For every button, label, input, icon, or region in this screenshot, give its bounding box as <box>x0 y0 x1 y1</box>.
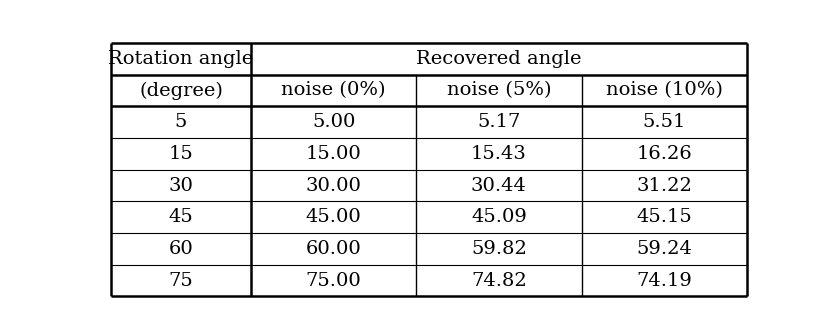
Text: 60.00: 60.00 <box>305 240 361 258</box>
Text: 45: 45 <box>169 208 193 226</box>
Text: 74.82: 74.82 <box>471 271 526 290</box>
Text: noise (0%): noise (0%) <box>281 81 385 99</box>
Text: 45.09: 45.09 <box>471 208 526 226</box>
Text: 15: 15 <box>169 145 193 163</box>
Text: Recovered angle: Recovered angle <box>415 50 581 68</box>
Text: 16.26: 16.26 <box>635 145 691 163</box>
Text: 59.24: 59.24 <box>635 240 691 258</box>
Text: noise (10%): noise (10%) <box>605 81 721 99</box>
Text: 31.22: 31.22 <box>635 176 691 195</box>
Text: 75: 75 <box>169 271 193 290</box>
Text: 75.00: 75.00 <box>305 271 361 290</box>
Text: 5: 5 <box>175 113 187 131</box>
Text: noise (5%): noise (5%) <box>446 81 550 99</box>
Text: 45.00: 45.00 <box>305 208 361 226</box>
Text: 5.17: 5.17 <box>477 113 520 131</box>
Text: 30.44: 30.44 <box>471 176 526 195</box>
Text: 5.51: 5.51 <box>642 113 685 131</box>
Text: Rotation angle: Rotation angle <box>109 50 253 68</box>
Text: 60: 60 <box>169 240 193 258</box>
Text: (degree): (degree) <box>139 81 222 99</box>
Text: 45.15: 45.15 <box>635 208 691 226</box>
Text: 5.00: 5.00 <box>312 113 354 131</box>
Text: 15.43: 15.43 <box>471 145 526 163</box>
Text: 30.00: 30.00 <box>305 176 361 195</box>
Text: 59.82: 59.82 <box>471 240 526 258</box>
Text: 30: 30 <box>168 176 193 195</box>
Text: 74.19: 74.19 <box>635 271 691 290</box>
Text: 15.00: 15.00 <box>305 145 361 163</box>
